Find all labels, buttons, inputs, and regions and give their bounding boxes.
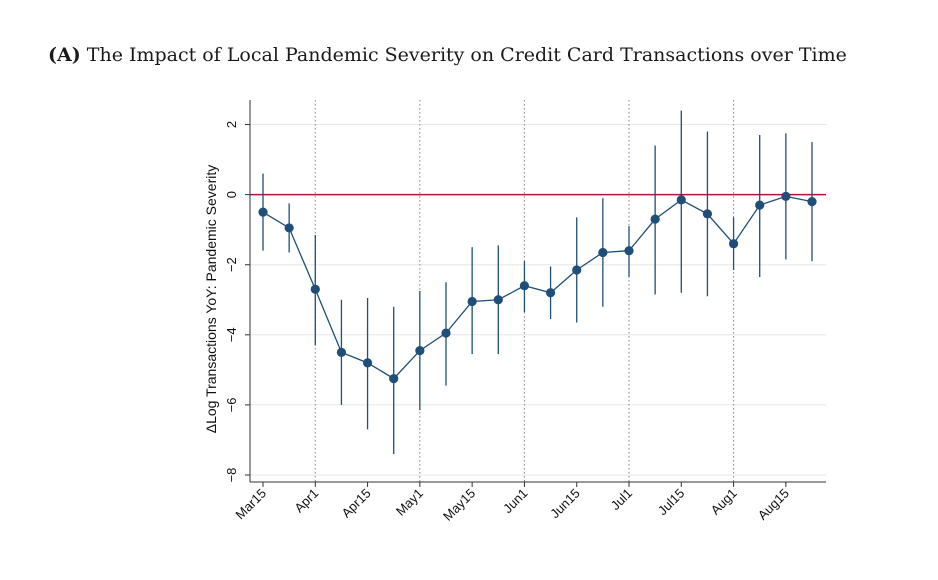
x-tick-label: Jun1: [500, 486, 531, 517]
x-tick-label: Aug1: [708, 486, 740, 518]
panel-label: (A): [48, 44, 81, 66]
x-ticks: Mar15 Apr1 Apr15 May1 May15 Jun1 Jun15 Jul1 Jul1…: [232, 482, 792, 524]
error-bars: [262, 110, 813, 454]
data-point: [362, 358, 373, 368]
x-tick-label: Aug15: [755, 486, 792, 523]
horizontal-gridlines: [250, 124, 826, 476]
x-tick-label: Apr1: [291, 486, 321, 516]
x-tick-label: May1: [393, 486, 426, 519]
data-point: [284, 223, 294, 233]
data-point: [310, 284, 320, 294]
y-tick-label: −8: [224, 468, 239, 483]
data-point: [702, 209, 713, 219]
y-tick-label: −4: [224, 327, 239, 342]
data-point: [728, 239, 739, 249]
data-point: [441, 328, 451, 338]
data-point: [493, 295, 503, 305]
data-point: [415, 345, 425, 356]
series-points: [258, 191, 817, 384]
y-tick-label: −6: [224, 397, 239, 412]
y-ticks: −8 −6 −4 −2 0 2: [224, 121, 250, 482]
chart-title: (A) The Impact of Local Pandemic Severit…: [48, 44, 847, 66]
y-tick-label: −2: [224, 257, 239, 272]
axes: [249, 100, 826, 483]
x-tick-label: Apr15: [339, 486, 374, 521]
data-point: [336, 347, 347, 357]
y-tick-label: 0: [224, 191, 239, 198]
data-point: [519, 281, 530, 291]
y-axis-label: ΔLog Transactions YoY: Pandemic Severity: [203, 165, 219, 434]
x-tick-label: Mar15: [232, 486, 269, 523]
data-point: [389, 374, 399, 384]
series-line: [262, 195, 813, 380]
data-point: [676, 195, 686, 205]
title-text: The Impact of Local Pandemic Severity on…: [86, 44, 847, 66]
data-point: [807, 197, 817, 207]
y-tick-label: 2: [224, 121, 239, 128]
x-tick-label: Jul1: [608, 486, 635, 513]
data-point: [624, 246, 634, 256]
x-tick-label: Jun15: [547, 486, 583, 522]
data-point: [650, 214, 660, 224]
data-point: [467, 296, 477, 307]
data-point: [258, 207, 268, 217]
x-tick-label: May15: [440, 486, 478, 524]
data-point: [572, 265, 582, 275]
data-point: [545, 288, 556, 298]
data-point: [598, 247, 608, 258]
data-point: [781, 191, 791, 201]
series-line-group: [262, 195, 813, 380]
x-tick-label: Jul15: [655, 486, 688, 519]
data-point: [755, 200, 765, 210]
